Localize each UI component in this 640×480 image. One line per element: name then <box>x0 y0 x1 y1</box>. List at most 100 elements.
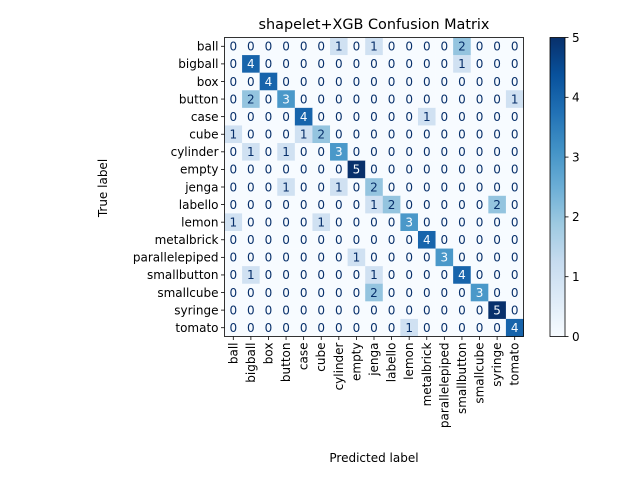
cell-value-label: 0 <box>458 251 466 265</box>
x-tick-label: ball <box>226 343 240 365</box>
cell-value-label: 4 <box>511 321 519 335</box>
matrix-cell <box>470 125 489 144</box>
cell-value-label: 0 <box>458 110 466 124</box>
cell-value-label: 0 <box>511 57 519 71</box>
matrix-cell <box>435 230 454 249</box>
y-tick-label: ball <box>197 40 219 54</box>
cell-value-label: 0 <box>493 75 501 89</box>
cell-value-label: 0 <box>317 268 325 282</box>
cell-value-label: 0 <box>335 163 343 177</box>
cell-value-label: 0 <box>335 110 343 124</box>
matrix-cell <box>242 283 260 302</box>
matrix-cell <box>453 37 472 56</box>
cell-value-label: 0 <box>300 180 308 194</box>
colorbar-tick-label: 5 <box>572 31 580 45</box>
cell-value-label: 0 <box>282 215 290 229</box>
cell-value-label: 0 <box>300 233 308 247</box>
cell-value-label: 2 <box>317 128 325 142</box>
cell-value-label: 0 <box>388 110 396 124</box>
matrix-cell <box>224 318 243 337</box>
cell-value-label: 0 <box>247 321 255 335</box>
cell-value-label: 0 <box>300 92 308 106</box>
cell-value-label: 0 <box>370 92 378 106</box>
matrix-cell <box>470 248 489 267</box>
cell-value-label: 3 <box>335 145 343 159</box>
cell-value-label: 0 <box>476 215 484 229</box>
cell-value-label: 0 <box>265 180 273 194</box>
matrix-cell <box>224 178 243 197</box>
cell-value-label: 0 <box>353 268 361 282</box>
cell-value-label: 0 <box>265 163 273 177</box>
cell-value-label: 0 <box>353 128 361 142</box>
cell-value-label: 0 <box>282 110 290 124</box>
matrix-cell <box>400 37 419 56</box>
cell-value-label: 4 <box>247 57 255 71</box>
matrix-cell <box>312 318 331 337</box>
matrix-cell <box>453 160 472 179</box>
matrix-cell <box>505 248 524 267</box>
cell-value-label: 0 <box>405 286 413 300</box>
matrix-cell <box>365 301 384 320</box>
x-tick-label: lemon <box>402 343 416 380</box>
matrix-cell <box>347 213 366 232</box>
cell-value-label: 0 <box>441 321 449 335</box>
matrix-cell <box>453 55 472 73</box>
colorbar <box>549 37 566 337</box>
colorbar-tick-label: 4 <box>572 91 580 105</box>
matrix-cell <box>382 301 401 320</box>
cell-value-label: 1 <box>423 110 431 124</box>
cell-value-label: 4 <box>458 268 466 282</box>
cell-value-label: 0 <box>317 145 325 159</box>
cell-value-label: 0 <box>423 92 431 106</box>
matrix-cell <box>470 266 489 285</box>
cell-value-label: 0 <box>265 92 273 106</box>
y-tick-label: smallcube <box>157 286 218 300</box>
matrix-cell <box>417 178 436 197</box>
matrix-cell <box>505 266 524 285</box>
matrix-cell <box>417 283 436 302</box>
y-tick-label: box <box>197 75 219 89</box>
matrix-cell <box>417 160 436 179</box>
matrix-cell <box>294 55 313 73</box>
matrix-cell <box>488 37 507 56</box>
cell-value-label: 0 <box>476 163 484 177</box>
cell-value-label: 0 <box>388 163 396 177</box>
cell-value-label: 0 <box>458 180 466 194</box>
colorbar-tick-label: 2 <box>572 210 580 224</box>
cell-value-label: 0 <box>247 215 255 229</box>
matrix-cell <box>294 230 313 249</box>
cell-value-label: 0 <box>405 128 413 142</box>
cell-value-label: 0 <box>476 268 484 282</box>
y-tick-label: parallelepiped <box>133 251 219 265</box>
cell-value-label: 0 <box>300 145 308 159</box>
matrix-cell <box>382 37 401 56</box>
matrix-cell <box>365 318 384 337</box>
matrix-cell <box>242 72 260 91</box>
cell-value-label: 0 <box>423 215 431 229</box>
cell-value-label: 0 <box>458 215 466 229</box>
matrix-cell <box>365 160 384 179</box>
cell-value-label: 0 <box>476 128 484 142</box>
matrix-cell <box>277 230 296 249</box>
matrix-cell <box>365 125 384 144</box>
cell-value-label: 0 <box>370 145 378 159</box>
matrix-cell <box>224 301 243 320</box>
matrix-cell <box>224 37 243 56</box>
matrix-cell <box>382 143 401 161</box>
matrix-cell <box>453 143 472 161</box>
matrix-cell <box>435 266 454 285</box>
cell-value-label: 0 <box>493 40 501 54</box>
cell-value-label: 4 <box>423 233 431 247</box>
matrix-cell <box>347 178 366 197</box>
matrix-cell <box>505 125 524 144</box>
cell-value-label: 0 <box>317 303 325 317</box>
cell-value-label: 0 <box>441 145 449 159</box>
matrix-cell <box>400 266 419 285</box>
cell-value-label: 0 <box>423 286 431 300</box>
cell-value-label: 0 <box>282 251 290 265</box>
cell-value-label: 0 <box>265 128 273 142</box>
cell-value-label: 0 <box>229 145 237 159</box>
matrix-cell <box>259 195 278 214</box>
cell-value-label: 1 <box>247 145 255 159</box>
x-tick-label: parallelepiped <box>437 342 451 428</box>
